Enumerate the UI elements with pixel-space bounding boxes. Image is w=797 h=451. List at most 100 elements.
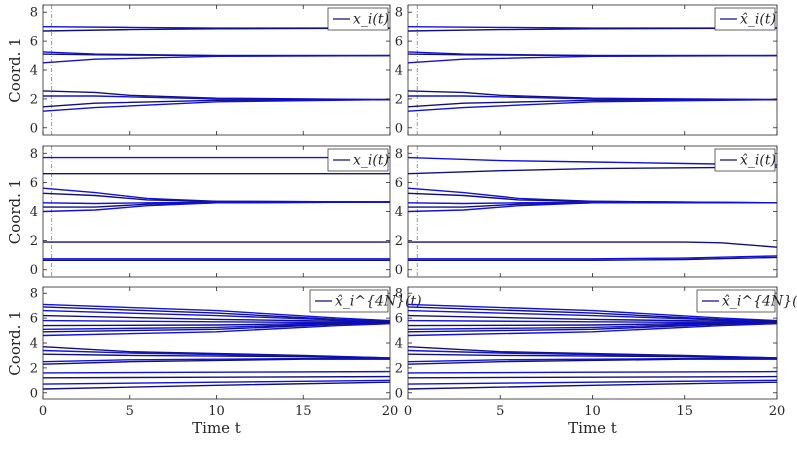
y-axis-label: Coord. 1 xyxy=(6,179,24,244)
y-tick-label: 0 xyxy=(395,263,403,278)
y-axis-label: Coord. 1 xyxy=(6,310,24,375)
x-tick-label: 20 xyxy=(382,404,399,419)
legend-label: x̂_i^{4N}(t) xyxy=(335,294,422,310)
series-line-3 xyxy=(43,314,390,323)
panel-row1-right: 0 2 4 6 8 x̂_i(t) xyxy=(395,4,778,136)
legend: x̂_i(t) xyxy=(714,7,776,31)
series-line-8 xyxy=(408,255,777,260)
legend-box xyxy=(327,148,389,172)
y-tick-label: 4 xyxy=(30,337,38,352)
y-tick-label: 0 xyxy=(30,121,38,136)
y-tick-label: 8 xyxy=(30,287,38,302)
y-tick-label: 0 xyxy=(395,121,403,136)
y-tick-label: 6 xyxy=(30,176,38,191)
y-tick-label: 8 xyxy=(395,147,403,162)
legend: x̂_i(t) xyxy=(714,148,776,172)
series-line-9 xyxy=(408,256,777,261)
y-tick-label: 4 xyxy=(395,64,403,79)
y-tick-label: 8 xyxy=(30,6,38,21)
series-line-6 xyxy=(43,201,390,213)
y-tick-label: 0 xyxy=(30,263,38,278)
series-line-8 xyxy=(408,98,777,112)
panel-row3-right: 0 2 4 6 8 0 5 10 15 20 Time t x̂_i^{4N}(t) xyxy=(395,286,797,437)
legend: x_i(t) xyxy=(327,148,389,172)
series-line-16 xyxy=(408,379,777,385)
y-tick-label: 6 xyxy=(30,312,38,327)
legend-box xyxy=(309,289,389,313)
x-axis-label: Time t xyxy=(568,419,617,437)
series-line-8 xyxy=(408,323,777,337)
series-group xyxy=(408,156,777,261)
y-tick-label: 2 xyxy=(30,234,38,249)
series-group xyxy=(43,156,390,261)
y-tick-label: 8 xyxy=(395,6,403,21)
x-tick-label: 10 xyxy=(208,404,225,419)
legend-label: x̂_i(t) xyxy=(740,153,776,169)
series-line-6 xyxy=(43,95,390,101)
legend: x̂_i^{4N}(t) xyxy=(696,289,797,313)
series-line-13 xyxy=(43,358,390,365)
legend-box xyxy=(696,289,776,313)
y-tick-label: 2 xyxy=(30,361,38,376)
series-line-15 xyxy=(43,375,390,379)
series-line-1 xyxy=(43,27,390,32)
y-tick-label: 2 xyxy=(395,234,403,249)
x-tick-label: 10 xyxy=(584,404,601,419)
x-tick-label: 20 xyxy=(769,404,786,419)
series-line-1 xyxy=(408,27,777,32)
y-axis-label: Coord. 1 xyxy=(6,37,24,102)
series-line-11 xyxy=(408,353,777,360)
series-line-15 xyxy=(408,375,777,379)
legend-box xyxy=(327,7,389,31)
y-tick-label: 0 xyxy=(30,386,38,401)
series-line-7 xyxy=(43,98,390,108)
y-tick-label: 2 xyxy=(395,361,403,376)
legend-box xyxy=(714,7,776,31)
series-line-17 xyxy=(408,381,777,390)
y-tick-label: 6 xyxy=(395,35,403,50)
series-line-7 xyxy=(43,322,390,333)
series-line-6 xyxy=(408,95,777,101)
legend-box xyxy=(714,148,776,172)
x-tick-label: 5 xyxy=(496,404,504,419)
x-tick-label: 5 xyxy=(126,404,134,419)
series-line-3 xyxy=(43,192,390,203)
series-group xyxy=(43,26,390,112)
series-group xyxy=(408,26,777,112)
y-tick-label: 4 xyxy=(30,205,38,220)
y-tick-label: 8 xyxy=(395,287,403,302)
series-line-8 xyxy=(43,323,390,337)
legend-label: x̂_i(t) xyxy=(740,12,776,28)
panel-row2-right: 0 2 4 6 8 x̂_i(t) xyxy=(395,145,778,278)
y-tick-label: 2 xyxy=(395,92,403,107)
series-line-17 xyxy=(43,381,390,390)
series-line-0 xyxy=(408,303,777,322)
series-line-8 xyxy=(43,98,390,112)
series-line-14 xyxy=(408,370,777,374)
series-line-14 xyxy=(43,370,390,374)
series-line-7 xyxy=(408,241,777,248)
y-tick-label: 4 xyxy=(395,205,403,220)
panel-row2-left: 0 2 4 6 8 Coord. 1 x_i(t) xyxy=(6,145,391,278)
y-tick-label: 6 xyxy=(30,35,38,50)
x-tick-label: 0 xyxy=(404,404,412,419)
x-tick-label: 15 xyxy=(676,404,693,419)
series-line-0 xyxy=(43,303,390,322)
y-tick-label: 8 xyxy=(30,147,38,162)
series-line-3 xyxy=(408,314,777,323)
series-line-7 xyxy=(408,98,777,108)
series-line-7 xyxy=(408,322,777,333)
y-tick-label: 4 xyxy=(30,64,38,79)
series-line-13 xyxy=(408,358,777,365)
panel-row1-left: 0 2 4 6 8 Coord. 1 x_i(t) xyxy=(6,4,391,136)
legend-label: x̂_i^{4N}(t) xyxy=(722,294,797,310)
legend-label: x_i(t) xyxy=(353,153,389,169)
y-tick-label: 6 xyxy=(395,312,403,327)
series-line-16 xyxy=(43,379,390,385)
legend-label: x_i(t) xyxy=(353,12,389,28)
series-line-4 xyxy=(408,54,777,64)
x-tick-label: 0 xyxy=(39,404,47,419)
series-line-11 xyxy=(43,353,390,360)
